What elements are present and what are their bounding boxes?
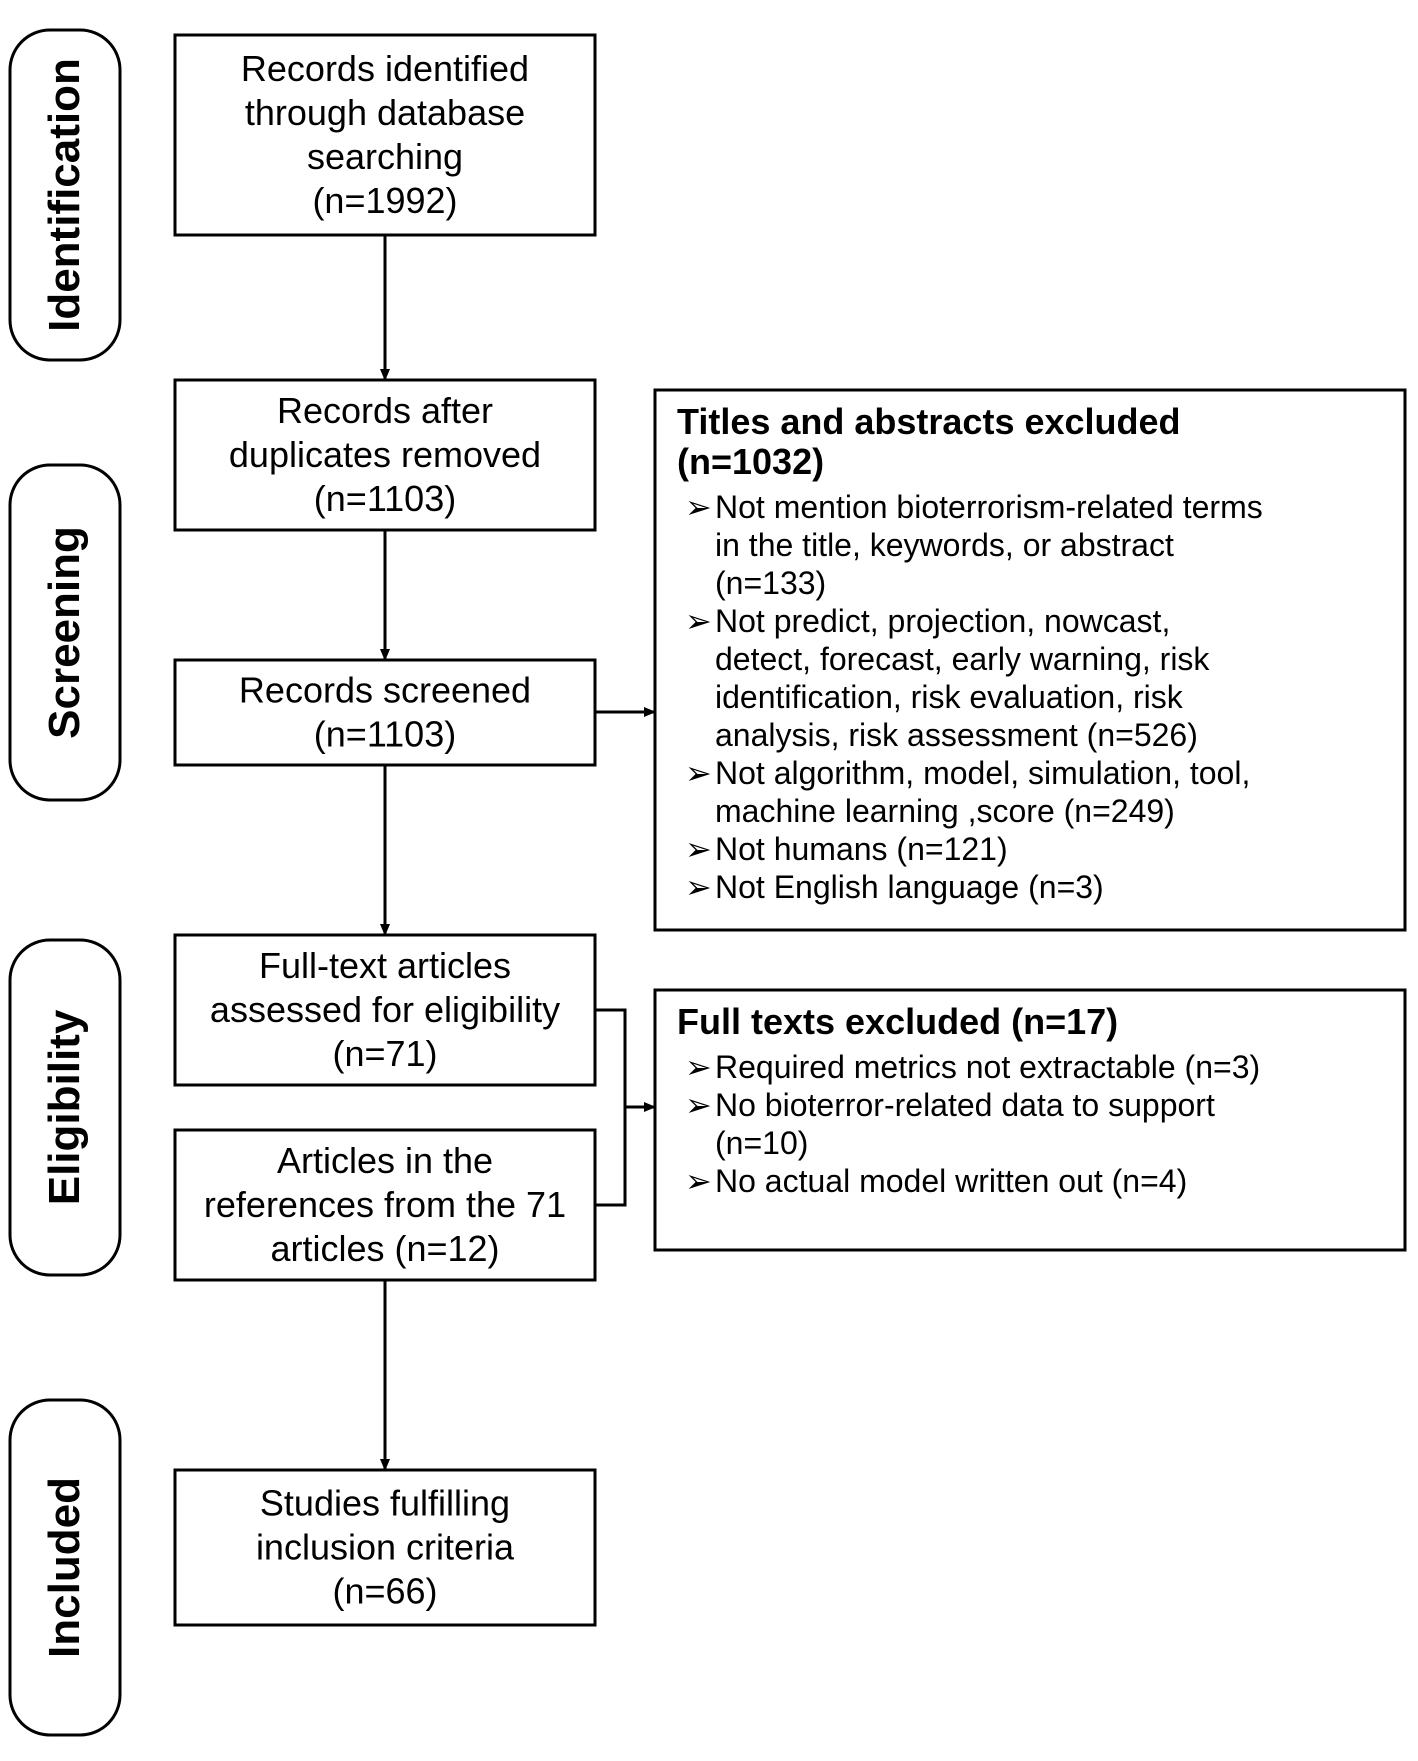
n-identified-line-2: searching xyxy=(307,136,463,177)
n-dedup-line-1: duplicates removed xyxy=(229,434,541,475)
s-fulltexts-bullet-0-line-0: Required metrics not extractable (n=3) xyxy=(715,1049,1260,1085)
phase-eligibility: Eligibility xyxy=(10,940,120,1275)
phase-eligibility-label: Eligibility xyxy=(40,1009,89,1205)
n-dedup: Records afterduplicates removed(n=1103) xyxy=(175,380,595,530)
s-abstracts-bullet-1-glyph: ➢ xyxy=(685,603,712,639)
n-included: Studies fulfillinginclusion criteria(n=6… xyxy=(175,1470,595,1625)
s-abstracts-bullet-3-line-0: Not humans (n=121) xyxy=(715,831,1008,867)
s-fulltexts-bullet-2-glyph: ➢ xyxy=(685,1163,712,1199)
s-abstracts-bullet-4-glyph: ➢ xyxy=(685,869,712,905)
br-elig-top xyxy=(595,1010,625,1107)
s-abstracts: Titles and abstracts excluded(n=1032)➢No… xyxy=(655,390,1405,930)
n-fulltext-line-0: Full-text articles xyxy=(259,945,511,986)
s-abstracts-bullet-0-line-1: in the title, keywords, or abstract xyxy=(715,527,1174,563)
s-abstracts-header: (n=1032) xyxy=(677,441,824,482)
s-fulltexts: Full texts excluded (n=17)➢Required metr… xyxy=(655,990,1405,1250)
phase-identification: Identification xyxy=(10,30,120,360)
s-fulltexts-header: Full texts excluded (n=17) xyxy=(677,1001,1118,1042)
n-screened-line-0: Records screened xyxy=(239,670,531,711)
n-dedup-line-0: Records after xyxy=(277,390,493,431)
s-fulltexts-bullet-0-glyph: ➢ xyxy=(685,1049,712,1085)
s-abstracts-bullet-0-glyph: ➢ xyxy=(685,489,712,525)
n-refs-line-2: articles (n=12) xyxy=(270,1228,499,1269)
s-abstracts-bullet-1-line-1: detect, forecast, early warning, risk xyxy=(715,641,1210,677)
n-identified-line-3: (n=1992) xyxy=(312,180,457,221)
n-screened-line-1: (n=1103) xyxy=(314,714,456,755)
n-identified-line-0: Records identified xyxy=(241,48,529,89)
n-refs-line-0: Articles in the xyxy=(277,1140,493,1181)
s-abstracts-bullet-1-line-0: Not predict, projection, nowcast, xyxy=(715,603,1170,639)
s-abstracts-bullet-0-line-2: (n=133) xyxy=(715,565,826,601)
s-abstracts-bullet-1-line-3: analysis, risk assessment (n=526) xyxy=(715,717,1198,753)
n-fulltext-line-1: assessed for eligibility xyxy=(210,989,560,1030)
s-fulltexts-bullet-2-line-0: No actual model written out (n=4) xyxy=(715,1163,1187,1199)
phase-screening-label: Screening xyxy=(40,526,89,739)
n-screened: Records screened(n=1103) xyxy=(175,660,595,765)
n-refs: Articles in thereferences from the 71art… xyxy=(175,1130,595,1280)
n-fulltext-line-2: (n=71) xyxy=(332,1033,437,1074)
n-identified-line-1: through database xyxy=(245,92,525,133)
s-abstracts-bullet-4-line-0: Not English language (n=3) xyxy=(715,869,1104,905)
phase-included: Included xyxy=(10,1400,120,1735)
n-identified: Records identifiedthrough databasesearch… xyxy=(175,35,595,235)
n-included-line-1: inclusion criteria xyxy=(256,1527,515,1568)
s-fulltexts-bullet-1-line-1: (n=10) xyxy=(715,1125,808,1161)
br-elig-bottom xyxy=(595,1107,625,1205)
n-refs-line-1: references from the 71 xyxy=(204,1184,566,1225)
s-abstracts-bullet-2-line-0: Not algorithm, model, simulation, tool, xyxy=(715,755,1250,791)
n-included-line-2: (n=66) xyxy=(332,1571,437,1612)
s-fulltexts-bullet-1-line-0: No bioterror-related data to support xyxy=(715,1087,1215,1123)
s-abstracts-header: Titles and abstracts excluded xyxy=(677,401,1181,442)
phase-screening: Screening xyxy=(10,465,120,800)
n-dedup-line-2: (n=1103) xyxy=(314,478,456,519)
s-abstracts-bullet-3-glyph: ➢ xyxy=(685,831,712,867)
s-abstracts-bullet-2-glyph: ➢ xyxy=(685,755,712,791)
phase-identification-label: Identification xyxy=(40,58,89,332)
s-abstracts-bullet-2-line-1: machine learning ,score (n=249) xyxy=(715,793,1175,829)
s-abstracts-bullet-0-line-0: Not mention bioterrorism-related terms xyxy=(715,489,1263,525)
phase-included-label: Included xyxy=(40,1477,89,1658)
n-included-line-0: Studies fulfilling xyxy=(260,1483,510,1524)
s-fulltexts-bullet-1-glyph: ➢ xyxy=(685,1087,712,1123)
n-fulltext: Full-text articlesassessed for eligibili… xyxy=(175,935,595,1085)
s-abstracts-bullet-1-line-2: identification, risk evaluation, risk xyxy=(715,679,1184,715)
